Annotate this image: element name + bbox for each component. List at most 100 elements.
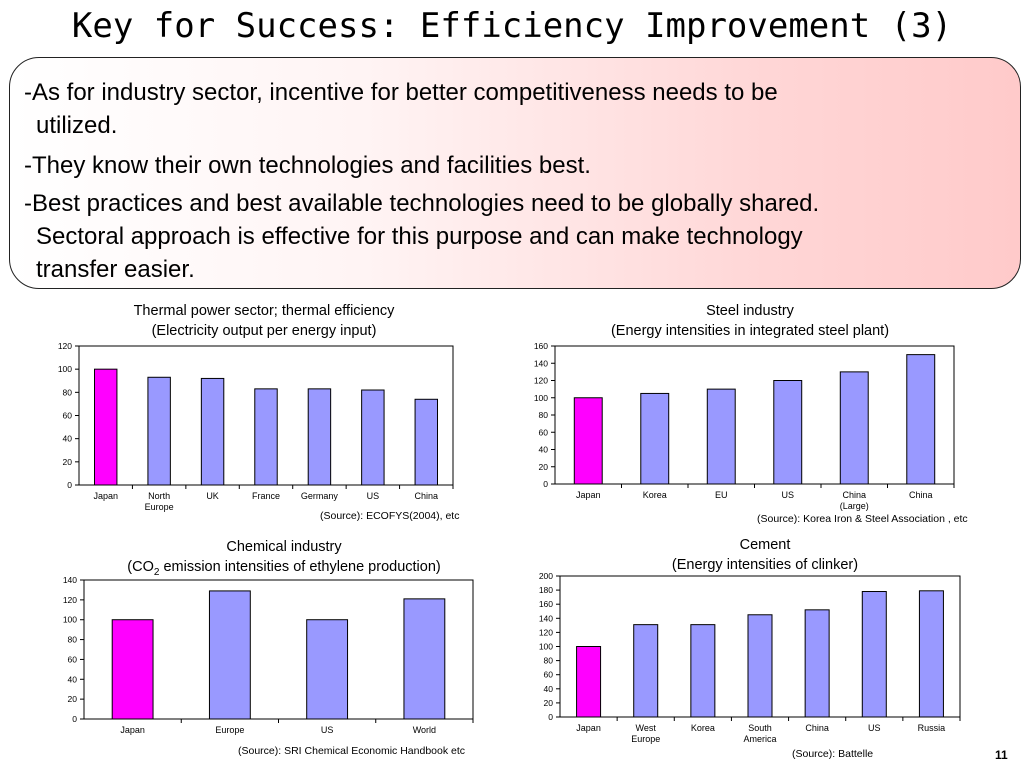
cement-category-label: America xyxy=(743,734,776,744)
steel-ytick-label: 140 xyxy=(534,358,548,368)
steel-bar xyxy=(906,354,936,485)
cement-ytick-label: 200 xyxy=(539,571,553,581)
chemical-ytick-label: 80 xyxy=(68,635,78,645)
cement-category-label: West xyxy=(636,723,657,733)
chemical-ytick-label: 140 xyxy=(63,575,77,585)
chemical-category-label: Europe xyxy=(215,725,244,735)
steel-category-label: Korea xyxy=(643,490,667,500)
chemical-category-label: Japan xyxy=(120,725,145,735)
steel-bar xyxy=(640,392,670,485)
chemical-category-label: US xyxy=(321,725,334,735)
thermal-category-label: France xyxy=(252,491,280,501)
cement-bar xyxy=(633,624,659,718)
thermal-category-label: US xyxy=(367,491,380,501)
steel-category-label: EU xyxy=(715,490,728,500)
cement-ytick-label: 100 xyxy=(539,642,553,652)
cement-category-label: US xyxy=(868,723,881,733)
steel-intensity-chart: 0 20 40 60 80 100 120 140 160 Japan Korea EU US China… xyxy=(534,341,955,511)
thermal-ytick-label: 120 xyxy=(58,341,72,351)
steel-ytick-label: 80 xyxy=(539,410,549,420)
cement-ytick-label: 20 xyxy=(544,698,554,708)
steel-ytick-label: 120 xyxy=(534,376,548,386)
steel-category-label: (Large) xyxy=(840,501,869,511)
chemical-caption-line-2: (CO2 emission intensities of ethylene pr… xyxy=(127,559,441,578)
steel-bar xyxy=(839,371,869,485)
cement-bar xyxy=(861,591,887,718)
thermal-bar xyxy=(200,377,225,486)
thermal-bar xyxy=(254,388,278,486)
cement-bar xyxy=(747,614,773,718)
steel-ytick-label: 60 xyxy=(539,427,549,437)
steel-ytick-label: 160 xyxy=(534,341,548,351)
cement-category-label: China xyxy=(805,723,829,733)
cement-ytick-label: 160 xyxy=(539,599,553,609)
cement-intensity-chart: 0 20 40 60 80 100 120 140 160 180 200 Japan WestEuro… xyxy=(539,571,961,744)
cement-ytick-label: 60 xyxy=(544,670,554,680)
bullet-1-line-2: utilized. xyxy=(36,112,118,139)
thermal-source: (Source): ECOFYS(2004), etc xyxy=(320,510,460,522)
thermal-ytick-label: 80 xyxy=(63,387,73,397)
thermal-chart-caption: Thermal power sector; thermal efficiency… xyxy=(84,301,444,341)
thermal-ytick-label: 100 xyxy=(58,364,72,374)
thermal-bar xyxy=(414,398,439,486)
chemical-caption-line-1: Chemical industry xyxy=(226,539,342,555)
thermal-ytick-label: 20 xyxy=(63,457,73,467)
steel-ytick-label: 0 xyxy=(543,479,548,489)
cement-category-label: South xyxy=(748,723,772,733)
cement-chart-caption: Cement (Energy intensities of clinker) xyxy=(600,535,930,575)
chemical-ytick-label: 20 xyxy=(68,694,78,704)
thermal-bar xyxy=(147,376,171,486)
thermal-ytick-label: 60 xyxy=(63,411,73,421)
steel-plot-frame xyxy=(554,345,955,485)
thermal-category-label: China xyxy=(415,491,439,501)
cement-ytick-label: 80 xyxy=(544,656,554,666)
slide-title: Key for Success: Efficiency Improvement … xyxy=(71,6,953,46)
steel-category-label: China xyxy=(842,490,866,500)
steel-chart-caption: Steel industry (Energy intensities in in… xyxy=(560,301,940,341)
cement-bar xyxy=(690,624,716,718)
cement-caption-line-1: Cement xyxy=(739,537,791,553)
cement-ytick-label: 140 xyxy=(539,613,553,623)
cement-category-label: Korea xyxy=(691,723,715,733)
bullet-box: -As for industry sector, incentive for b… xyxy=(9,57,1021,289)
steel-caption-line-1: Steel industry xyxy=(706,303,794,319)
cement-ytick-label: 40 xyxy=(544,684,554,694)
cement-ytick-label: 180 xyxy=(539,585,553,595)
page-number: 11 xyxy=(995,748,1008,762)
cement-category-label: Russia xyxy=(918,723,946,733)
thermal-category-label: UK xyxy=(206,491,219,501)
chemical-ytick-label: 100 xyxy=(63,615,77,625)
cement-ytick-label: 120 xyxy=(539,627,553,637)
steel-category-label: US xyxy=(781,490,794,500)
chemical-ytick-label: 0 xyxy=(72,714,77,724)
thermal-caption-line-2: (Electricity output per energy input) xyxy=(151,323,377,339)
bullet-1-line-1: -As for industry sector, incentive for b… xyxy=(24,79,778,106)
chemical-ytick-label: 40 xyxy=(68,674,78,684)
thermal-category-label: Japan xyxy=(93,491,118,501)
bullet-3-line-3: transfer easier. xyxy=(36,256,195,283)
steel-bar xyxy=(773,380,803,485)
cement-bar xyxy=(804,609,830,718)
steel-ytick-label: 20 xyxy=(539,462,549,472)
chemical-bar xyxy=(208,590,251,720)
cement-bar xyxy=(576,646,602,718)
steel-caption-line-2: (Energy intensities in integrated steel … xyxy=(610,323,890,339)
chemical-chart-caption: Chemical industry (CO2 emission intensit… xyxy=(84,537,484,583)
bullet-3-line-2: Sectoral approach is effective for this … xyxy=(36,223,803,250)
steel-bar xyxy=(706,388,736,485)
thermal-category-label: Europe xyxy=(145,502,174,512)
thermal-category-label: Germany xyxy=(301,491,339,501)
bullet-2: -They know their own technologies and fa… xyxy=(24,149,591,182)
cement-source: (Source): Battelle xyxy=(792,748,874,760)
cement-caption-line-2: (Energy intensities of clinker) xyxy=(671,557,859,573)
thermal-bar xyxy=(361,389,385,486)
chemical-bar xyxy=(306,619,349,720)
steel-ytick-label: 40 xyxy=(539,445,549,455)
steel-bar xyxy=(573,397,603,485)
chemical-bar xyxy=(403,598,446,720)
chemical-ytick-label: 120 xyxy=(63,595,77,605)
steel-category-label: Japan xyxy=(576,490,601,500)
thermal-caption-line-1: Thermal power sector; thermal efficiency xyxy=(133,303,395,319)
